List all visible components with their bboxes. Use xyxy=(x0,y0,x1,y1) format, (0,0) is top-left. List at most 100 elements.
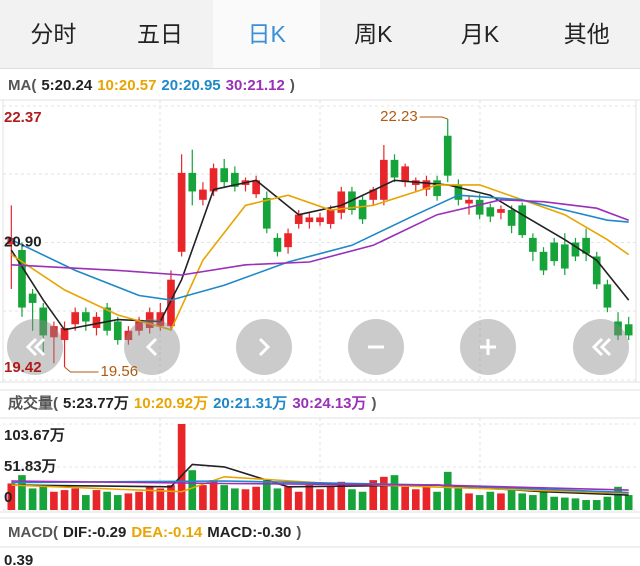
candle-body xyxy=(135,321,143,331)
tab[interactable]: 分时 xyxy=(30,21,77,47)
legend-item: ) xyxy=(290,77,295,94)
candle-body xyxy=(167,279,175,327)
legend-item: MA( xyxy=(8,77,36,94)
volume-bar xyxy=(145,486,154,510)
volume-bar xyxy=(465,493,473,510)
y-tick-label: 103.67万 xyxy=(4,427,65,444)
candle-body xyxy=(71,312,80,325)
volume-bar xyxy=(209,480,218,510)
annotation: 22.23 xyxy=(380,108,418,125)
legend-item: 30:24.13万 xyxy=(292,395,366,412)
candle-body xyxy=(7,237,16,245)
candle-body xyxy=(209,168,218,192)
volume-bar xyxy=(188,470,197,510)
tab[interactable]: 日K xyxy=(213,0,321,68)
legend-item: MACD( xyxy=(8,524,58,541)
tab[interactable]: 五日 xyxy=(137,21,183,47)
candle-body xyxy=(518,205,527,236)
volume-bar xyxy=(326,486,335,510)
legend-item: ) xyxy=(372,395,377,412)
candle-body xyxy=(529,237,537,252)
volume-bar xyxy=(305,485,314,510)
button-prev[interactable] xyxy=(124,319,180,375)
annotation: 19.56 xyxy=(101,363,139,380)
candle-body xyxy=(284,233,292,248)
volume-bar xyxy=(28,488,37,510)
candle-body xyxy=(113,321,122,341)
button-zoom-in[interactable] xyxy=(460,319,516,375)
tab[interactable]: 月K xyxy=(460,21,500,47)
volume-bar xyxy=(390,475,399,510)
legend-item: 10:20.92万 xyxy=(134,395,208,412)
legend: 成交量(5:23.77万 10:20.92万 20:21.31万 30:24.13万) xyxy=(8,394,377,412)
candle-body xyxy=(28,293,37,303)
legend-item: 5:23.77万 xyxy=(63,395,129,412)
legend-item: MACD:-0.30 xyxy=(207,524,291,541)
candle-body xyxy=(18,249,26,308)
ma-line xyxy=(10,194,629,301)
volume-bar xyxy=(614,486,622,510)
nav-buttons xyxy=(7,319,629,375)
tab[interactable]: 周K xyxy=(354,21,393,47)
volume-bar xyxy=(624,495,633,510)
volume-bar xyxy=(550,496,559,510)
legend-item: DIF:-0.29 xyxy=(63,524,126,541)
candle-body xyxy=(103,307,111,331)
volume-bar xyxy=(518,493,527,510)
labels: MA(5:20.24 10:20.57 20:20.95 30:21.12) 22.37… xyxy=(4,77,418,566)
volume-bar xyxy=(497,493,505,510)
candle-body xyxy=(624,324,633,336)
ma-line xyxy=(10,179,630,331)
candle-body xyxy=(220,168,229,183)
candle-body xyxy=(369,189,378,200)
candle-body xyxy=(252,180,260,195)
volume-bar xyxy=(369,480,378,510)
volume-bar xyxy=(316,489,324,510)
volume-bar xyxy=(582,500,590,510)
volume-bar xyxy=(135,491,143,510)
button-first[interactable] xyxy=(7,319,63,375)
candle-body xyxy=(433,180,441,197)
button-next[interactable] xyxy=(236,319,292,375)
candle-body xyxy=(592,256,601,285)
tab-bar: 分时 五日 日K 周K 月K 其他 xyxy=(0,0,640,69)
y-tick-label: 0.39 xyxy=(4,552,33,566)
volume-bar xyxy=(294,491,303,510)
candle-body xyxy=(337,191,346,213)
volume-bar xyxy=(39,485,48,510)
tab[interactable]: 其他 xyxy=(563,21,610,47)
candle-body xyxy=(39,307,48,336)
volume-bar xyxy=(113,495,122,510)
candle-body xyxy=(614,321,622,336)
volume-bar xyxy=(486,491,495,510)
candle-body xyxy=(231,172,239,187)
candle-body xyxy=(582,237,590,254)
candle-body xyxy=(390,159,399,178)
legend-item: 20:20.95 xyxy=(161,77,220,94)
legend-item: 30:21.12 xyxy=(226,77,285,94)
candle-body xyxy=(603,284,612,308)
plot xyxy=(3,105,636,511)
button-zoom-out[interactable] xyxy=(348,319,404,375)
volume-bar xyxy=(529,495,537,510)
y-tick-label: 51.83万 xyxy=(4,458,57,475)
y-tick-label: 22.37 xyxy=(4,109,42,126)
volume-bar xyxy=(454,488,463,510)
candle-body xyxy=(454,184,463,200)
volume-bar xyxy=(262,480,271,510)
candle-body xyxy=(305,217,314,223)
volume-bar xyxy=(50,491,58,510)
ma-line xyxy=(10,184,630,331)
volume-bar xyxy=(592,500,601,510)
candle-body xyxy=(156,312,165,327)
candle-body xyxy=(81,312,90,322)
volume-bar xyxy=(167,485,175,510)
legend-item: DEA:-0.14 xyxy=(131,524,203,541)
button-last[interactable] xyxy=(573,319,629,375)
volume-bar xyxy=(124,493,133,510)
volume-bar xyxy=(422,485,431,510)
ma-line xyxy=(11,480,629,491)
candle-body xyxy=(124,330,133,341)
candle-body xyxy=(550,242,559,262)
volume-bar xyxy=(284,486,292,510)
